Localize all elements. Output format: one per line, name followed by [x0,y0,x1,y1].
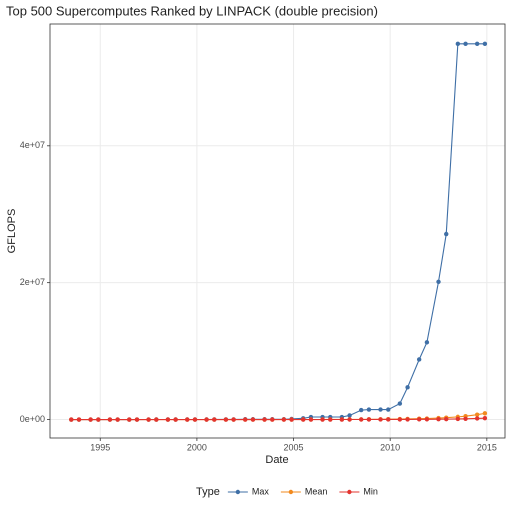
data-point [347,417,352,422]
data-point [127,417,132,422]
data-point [96,417,101,422]
legend: Type Max Mean Min [196,486,378,498]
data-point [308,417,314,422]
legend-key-point [288,489,294,495]
x-tick-label: 2015 [477,442,497,452]
legend-label: Mean [305,486,328,496]
data-point [424,340,430,345]
data-point [397,401,403,406]
y-tick-label: 4e+07 [20,140,45,150]
data-point [386,417,391,422]
data-point [482,411,488,416]
data-point [339,417,345,422]
data-point [347,413,352,418]
data-point [397,417,403,422]
data-point [146,417,151,422]
data-point [416,357,422,362]
data-point [358,407,364,413]
legend-key-point [347,489,352,495]
y-axis-title: GFLOPS [6,209,18,254]
data-point [320,417,325,422]
data-point [386,407,391,412]
data-point [463,41,468,47]
data-point [250,417,256,422]
data-point [358,417,364,422]
data-point [88,417,93,422]
data-point [424,417,430,422]
x-axis-title: Date [265,454,288,466]
data-point [69,417,74,422]
data-point [281,417,287,422]
data-point [165,417,171,422]
data-point [262,417,267,422]
y-tick-label: 2e+07 [20,277,45,287]
data-point [192,417,198,422]
x-tick-label: 2000 [187,442,207,452]
x-tick-label: 2010 [380,442,400,452]
legend-title: Type [196,486,220,498]
data-point [154,417,159,422]
data-point [444,416,449,422]
data-point [366,417,372,422]
data-point [378,407,383,412]
data-point [405,417,410,422]
data-point [416,417,422,422]
data-point [463,416,468,421]
data-point [436,417,441,422]
data-point [107,417,113,422]
x-tick-label: 1995 [90,442,110,452]
data-point [474,41,480,47]
data-point [204,417,209,422]
legend-key-point [235,489,241,495]
data-point [366,407,372,412]
data-point [455,416,461,422]
data-point [185,417,190,422]
data-point [482,41,488,47]
data-point [243,417,248,422]
data-point [378,417,383,422]
data-point [482,415,488,421]
data-point [270,417,275,422]
data-point [173,417,178,422]
data-point [474,416,480,421]
data-point [405,385,410,390]
legend-label: Max [252,486,270,496]
y-tick-label: 0e+00 [20,414,45,424]
chart-title: Top 500 Supercomputes Ranked by LINPACK … [6,3,378,18]
x-tick-label: 2005 [284,442,304,452]
panel-border [49,23,506,439]
data-point [212,417,217,422]
data-point [444,231,449,237]
data-point [474,412,480,417]
data-point [231,417,236,422]
data-point [223,417,229,422]
data-point [455,41,461,47]
data-point [436,279,441,284]
legend-label: Min [363,486,378,496]
data-point [115,417,120,422]
data-point [289,417,294,422]
data-point [301,417,306,422]
data-point [76,417,82,422]
data-point [328,417,333,422]
data-point [134,417,140,422]
